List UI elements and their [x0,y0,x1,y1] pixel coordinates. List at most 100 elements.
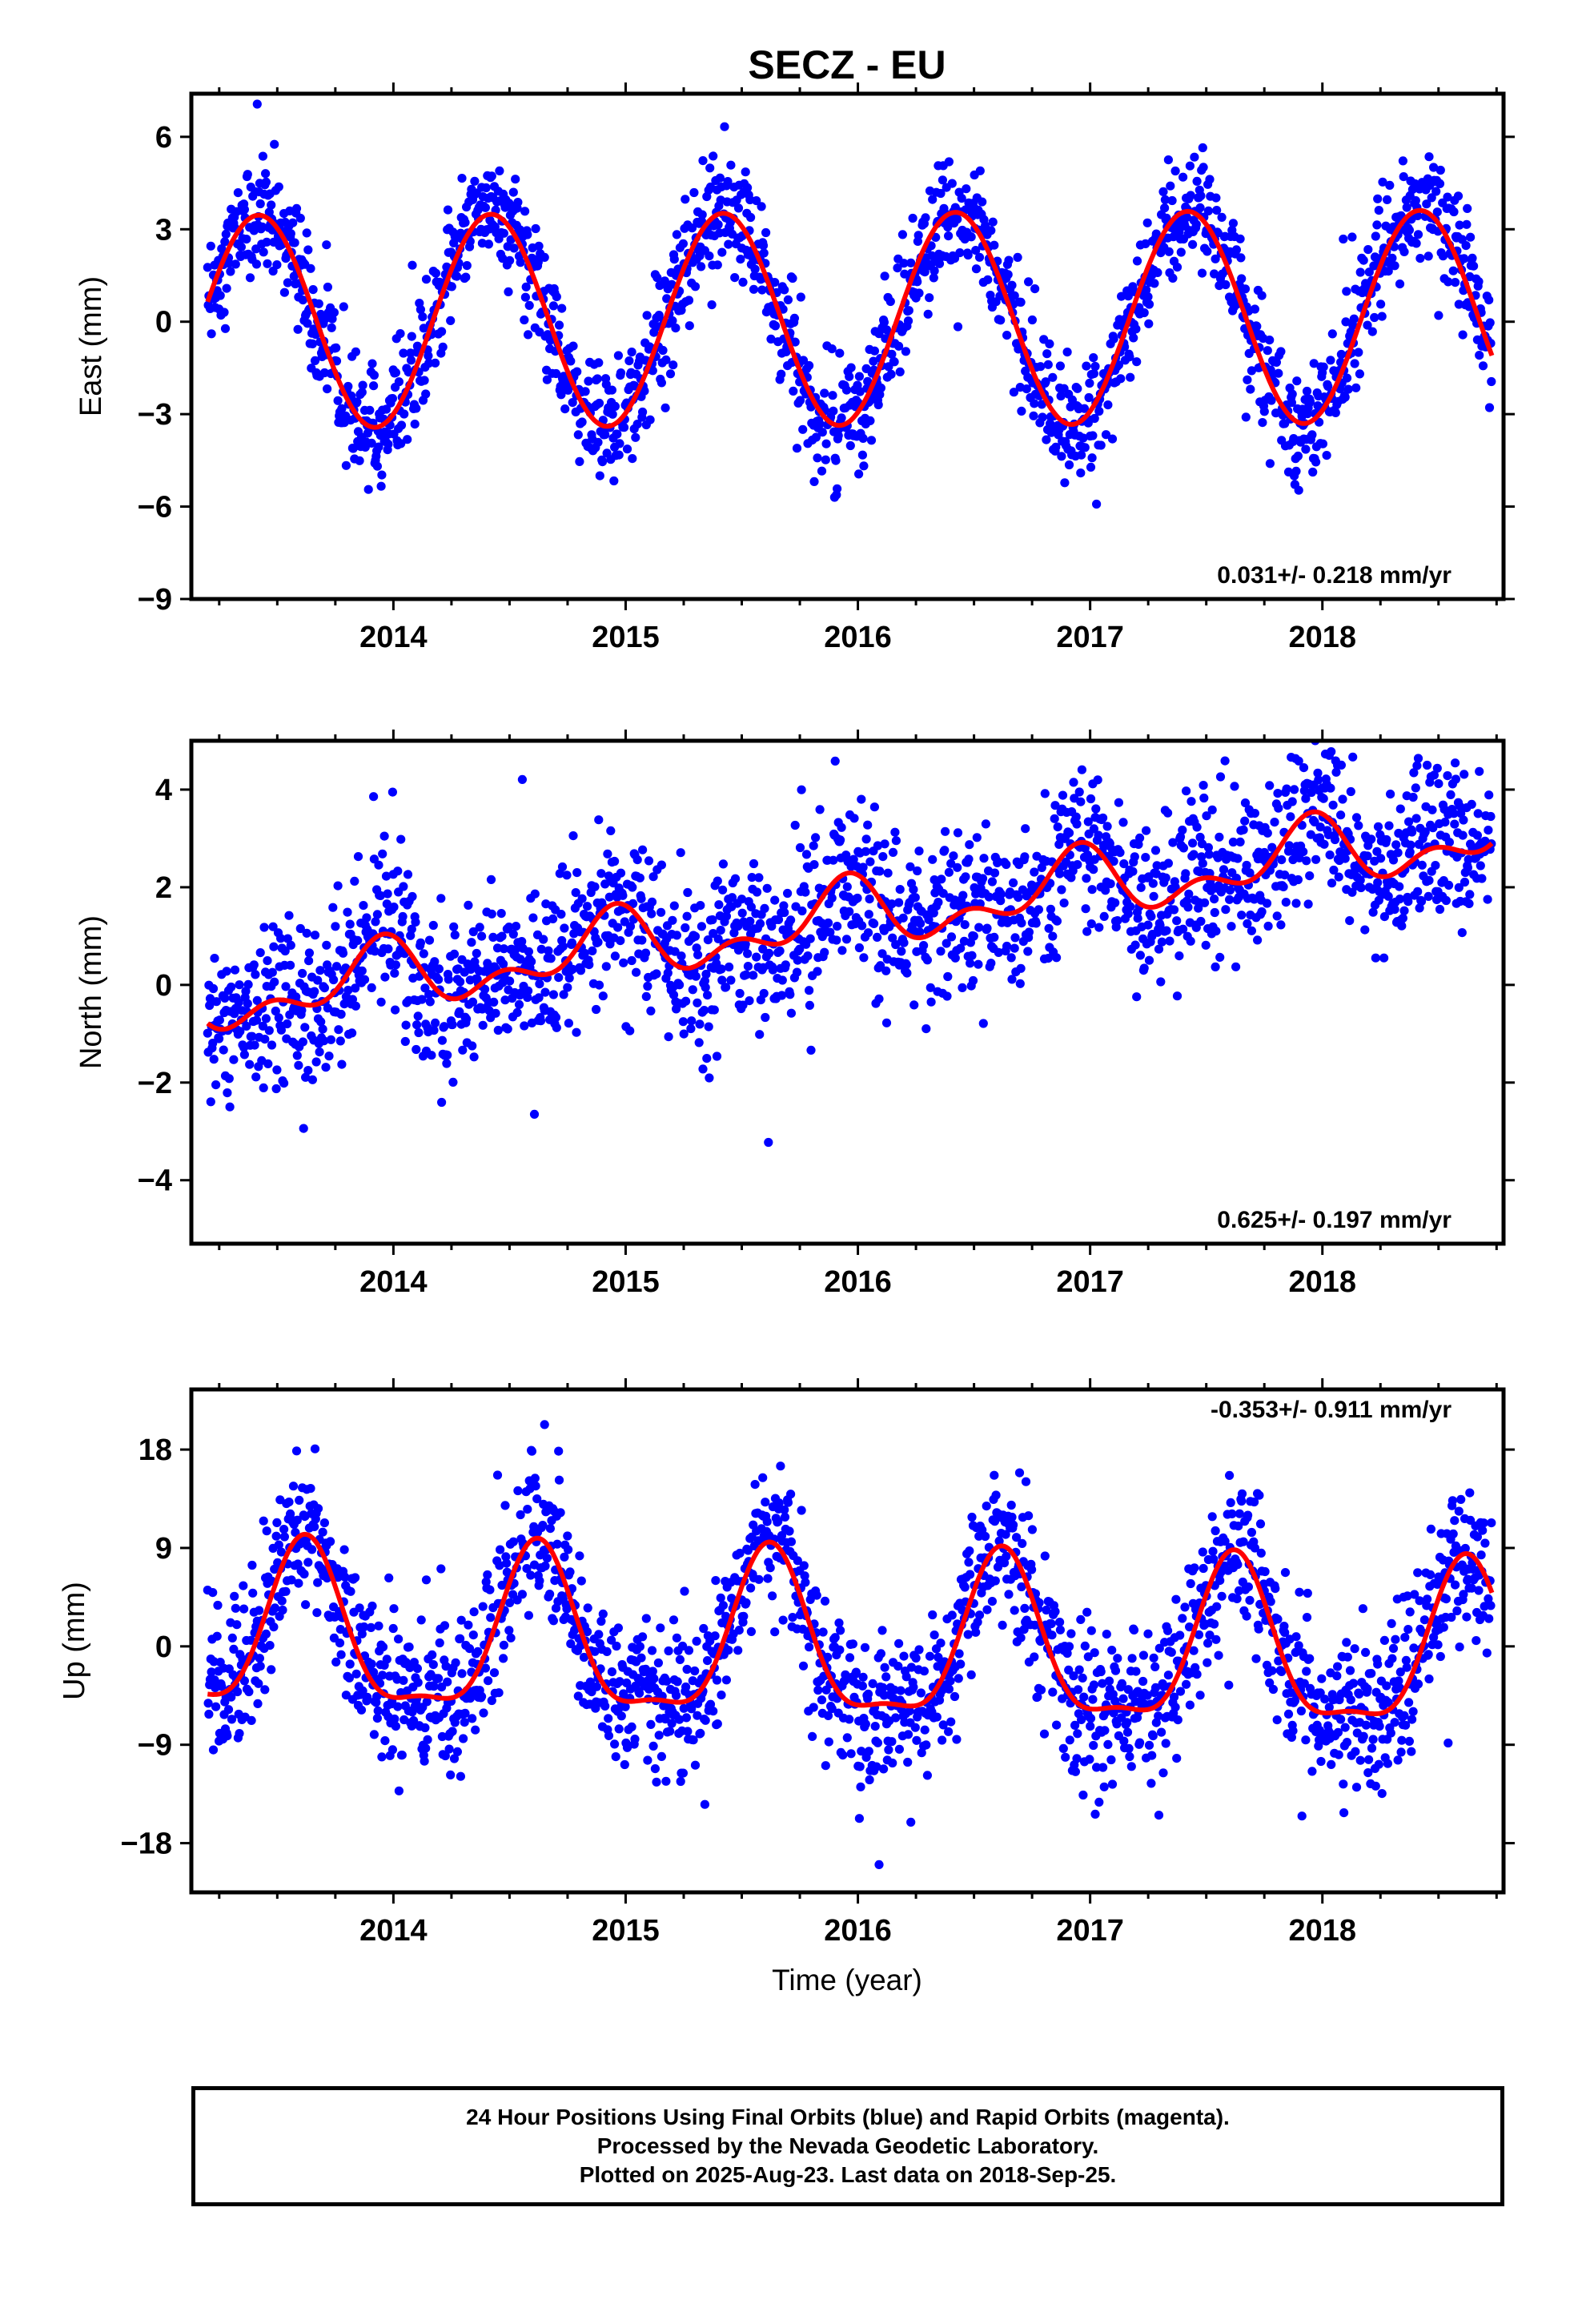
data-point [619,423,629,432]
data-point [1274,803,1283,813]
data-point [805,360,814,371]
data-point [697,216,707,226]
data-point [207,1667,216,1677]
data-point [783,1498,793,1507]
data-point [1463,862,1472,873]
x-tick-label: 2015 [592,621,660,654]
data-point [487,1695,496,1706]
data-point [1135,833,1145,842]
data-point [319,1036,329,1046]
data-point [758,241,769,251]
data-point [1151,229,1161,239]
data-point [1331,408,1340,417]
data-point [678,1017,689,1027]
data-point [502,1558,512,1568]
data-point [635,1642,645,1651]
data-point [284,911,294,920]
data-point [880,271,889,281]
data-point [235,1729,244,1739]
data-point [496,1545,505,1554]
data-point [1399,906,1409,915]
data-point [497,1580,507,1590]
data-point [669,901,679,911]
data-point [1443,277,1453,287]
data-point [988,217,998,227]
data-point [1160,195,1170,204]
data-point [1245,868,1255,878]
data-point [996,316,1006,325]
data-point [953,828,963,838]
data-point [1472,830,1482,840]
data-point [251,1015,262,1025]
data-point [422,1697,432,1707]
x-tick-label: 2018 [1288,1265,1356,1299]
data-point [737,908,747,918]
x-tick-label: 2016 [824,1265,892,1299]
data-point [1103,400,1113,410]
data-point [1313,768,1323,778]
data-point [730,874,741,883]
data-point [737,895,747,904]
data-point [1231,962,1241,971]
data-point [487,909,496,919]
data-point [1257,907,1267,917]
data-point [919,941,929,951]
data-point [1367,834,1376,844]
data-point [775,946,785,955]
data-point [1451,774,1460,784]
data-point [956,943,966,953]
data-point [436,1564,446,1574]
data-point [206,1097,215,1107]
data-point [277,1596,287,1606]
data-point [881,1018,892,1027]
data-point [1329,865,1339,875]
data-point [881,966,891,975]
data-point [1420,827,1430,837]
data-point [483,1570,492,1580]
data-point [261,169,271,179]
data-point [276,934,286,943]
data-point [758,944,768,954]
data-point [700,1006,709,1015]
data-point [1351,383,1361,392]
data-point [1432,207,1442,217]
data-point [696,1728,705,1738]
data-point [880,1663,889,1672]
data-point [1178,825,1187,835]
data-point [869,356,878,366]
data-point [961,872,970,882]
data-point [1423,891,1433,901]
data-point [823,1652,833,1662]
data-point [619,958,628,967]
data-point [801,1578,810,1587]
data-point [833,431,843,440]
data-point [665,369,676,379]
data-point [755,1030,765,1039]
data-point [703,1656,713,1666]
data-point [1141,853,1150,862]
data-point [499,1640,509,1650]
data-point [299,1124,308,1133]
data-point [584,376,593,386]
data-point [1016,297,1026,307]
data-point [416,304,426,315]
data-point [551,368,561,379]
data-point [1308,467,1318,477]
data-point [370,947,379,956]
data-point [546,954,556,963]
data-point [739,1611,749,1621]
data-point [204,1709,214,1719]
data-point [383,889,392,899]
data-point [770,321,781,331]
data-point [437,327,447,336]
data-point [430,957,440,967]
data-point [551,1012,561,1022]
data-point [699,1623,709,1634]
data-point [613,1623,624,1633]
data-point [1368,907,1378,917]
data-point [1314,775,1323,785]
data-point [1453,191,1464,201]
data-point [450,930,460,940]
data-point [1312,712,1321,721]
